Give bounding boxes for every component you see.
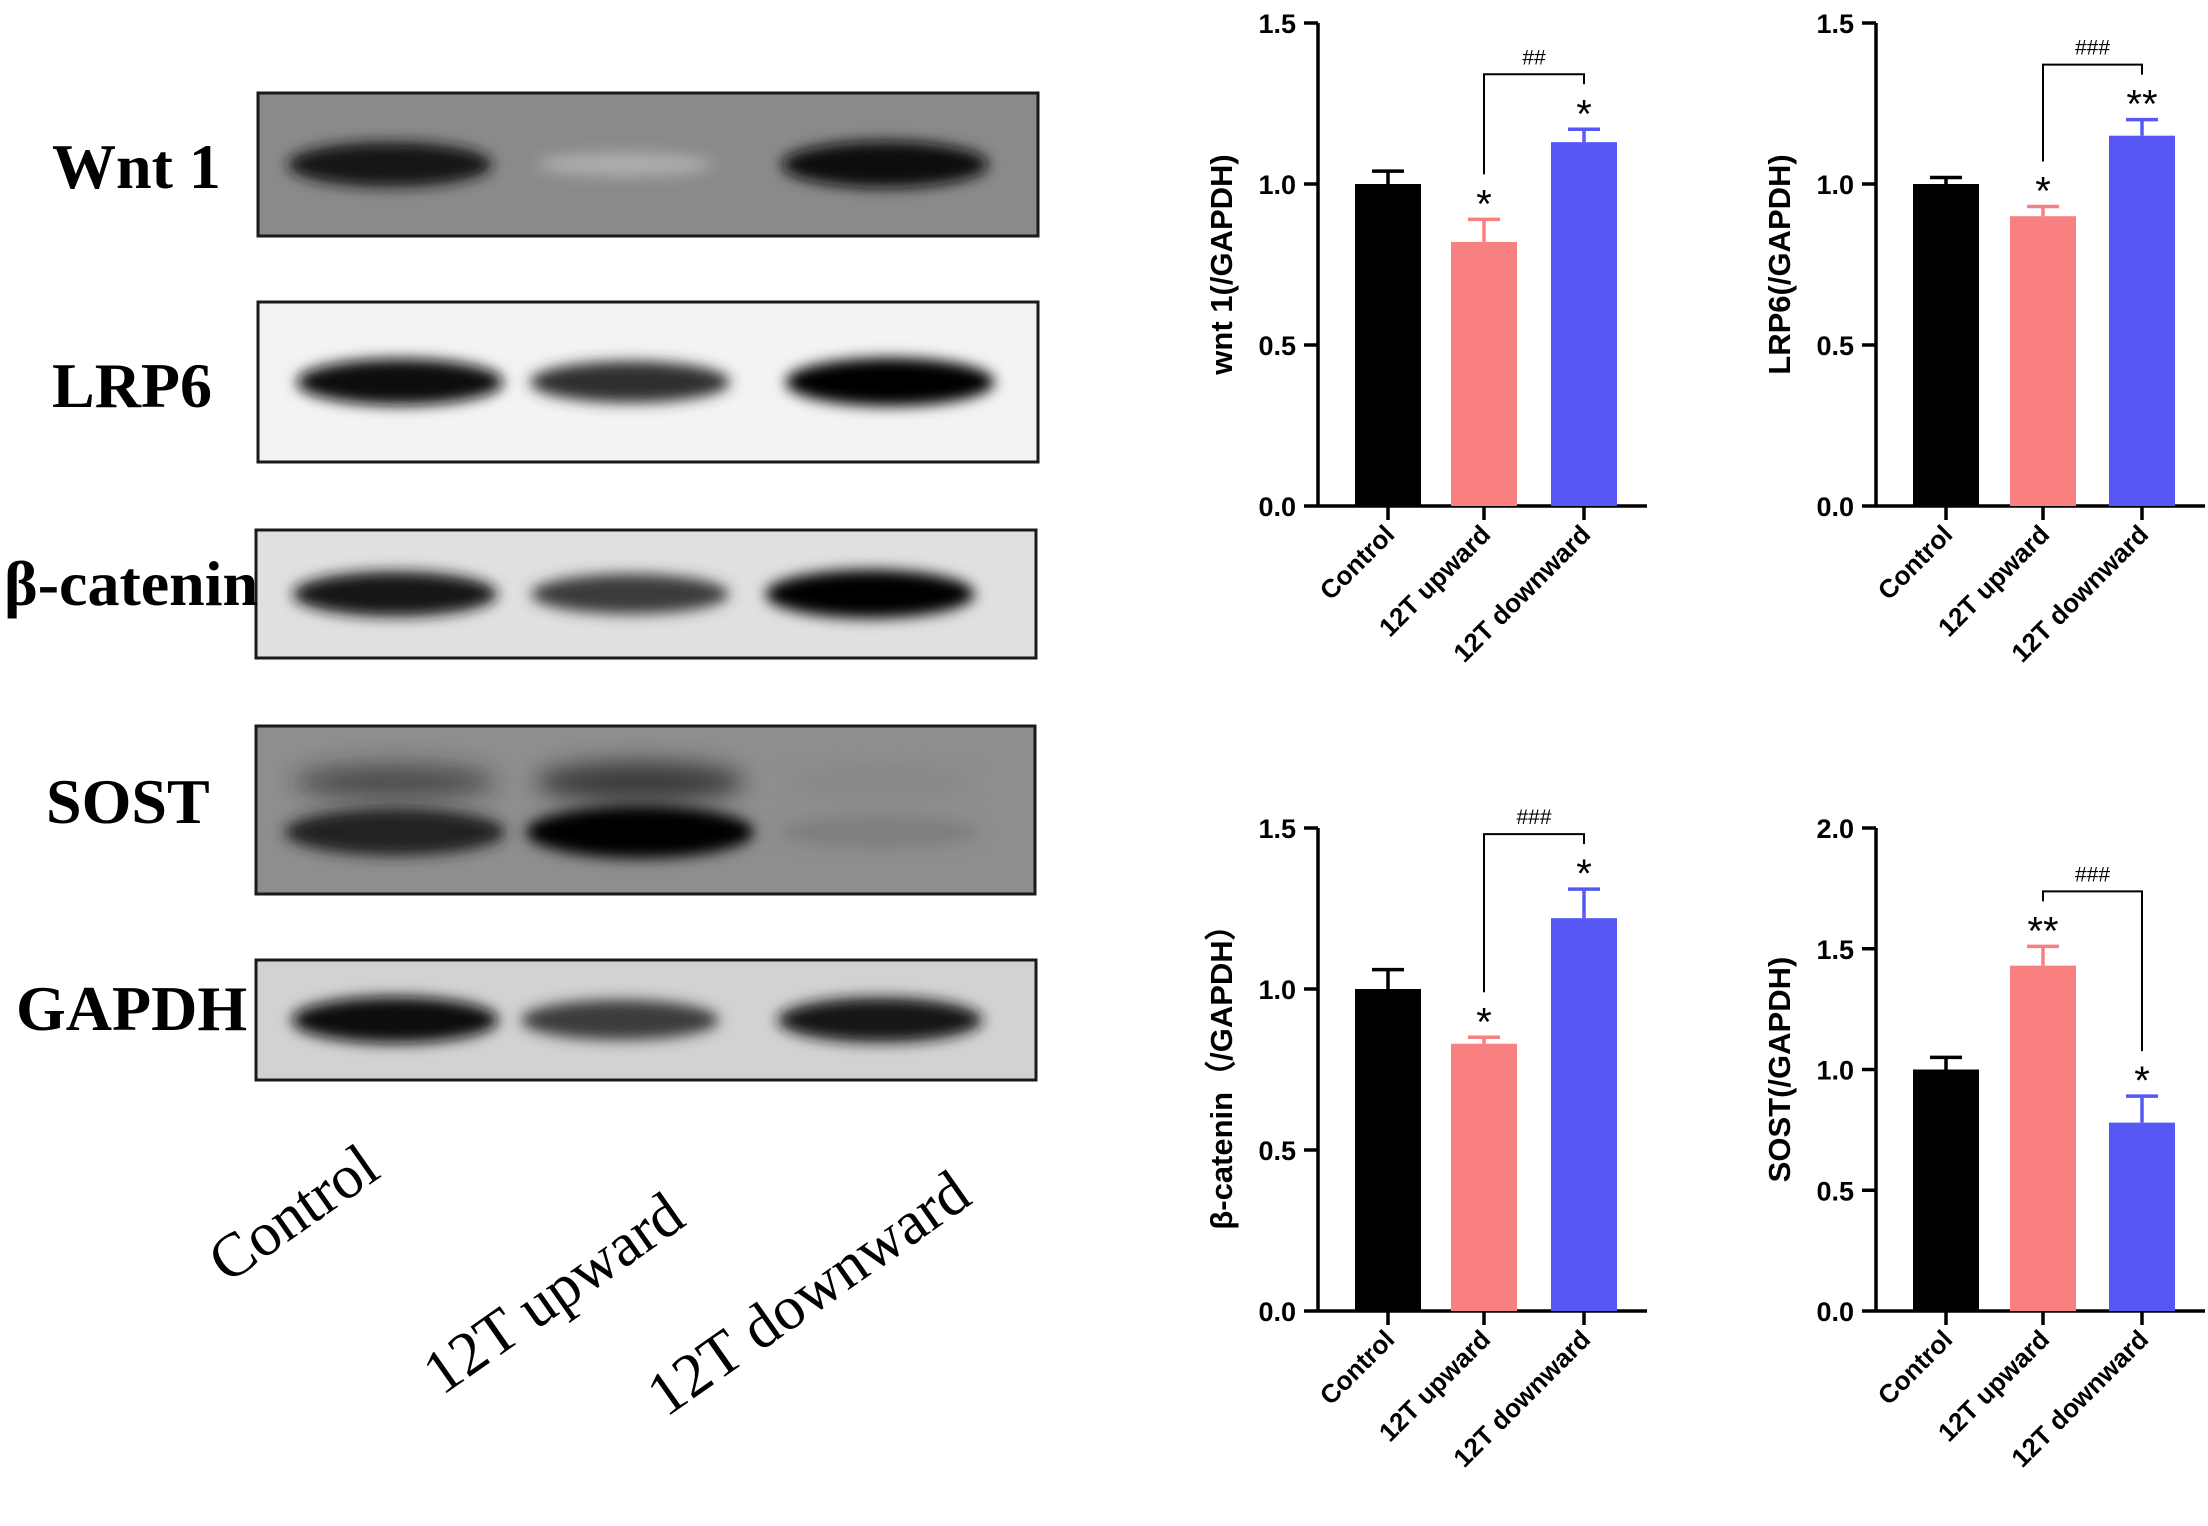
- bar: [1355, 989, 1421, 1311]
- blot-band: [292, 571, 498, 617]
- significance-marker: *: [2035, 170, 2051, 214]
- chart-panel-2: 0.00.51.01.5β-catenin（/GAPDH）Control12T …: [1204, 806, 1647, 1473]
- bar: [2109, 135, 2175, 506]
- y-axis-title: SOST(/GAPDH): [1762, 957, 1797, 1183]
- x-category-label: Control: [1872, 519, 1959, 606]
- y-tick-label: 0.0: [1816, 492, 1854, 522]
- blot-protein-label: LRP6: [52, 350, 212, 421]
- blot-strip-3: [254, 724, 1037, 896]
- comparison-bracket: [1483, 73, 1585, 175]
- blot-protein-label: β-catenin: [4, 548, 258, 619]
- y-tick-label: 1.5: [1258, 9, 1296, 39]
- significance-marker: **: [2126, 83, 2157, 127]
- bracket-label: ##: [1522, 46, 1546, 69]
- blot-band: [293, 764, 497, 800]
- bar: [1355, 184, 1421, 506]
- bar: [1451, 1043, 1517, 1311]
- bracket-label: ###: [2075, 863, 2110, 886]
- significance-marker: *: [1576, 852, 1592, 896]
- blot-band: [521, 999, 719, 1041]
- blot-protein-label: Wnt 1: [52, 131, 221, 202]
- bar: [1913, 184, 1979, 506]
- significance-marker: *: [1576, 92, 1592, 136]
- y-tick-label: 0.0: [1816, 1297, 1854, 1327]
- blot-band: [785, 357, 995, 407]
- y-tick-label: 2.0: [1816, 814, 1854, 844]
- blot-band: [537, 152, 713, 177]
- y-tick-label: 0.5: [1258, 1136, 1296, 1166]
- x-category-label: Control: [1314, 519, 1401, 606]
- y-tick-label: 0.0: [1258, 492, 1296, 522]
- y-axis-title: wnt 1(/GAPDH): [1204, 154, 1239, 375]
- blot-band: [287, 141, 493, 188]
- blot-band: [781, 141, 989, 188]
- comparison-bracket: [2042, 890, 2143, 1052]
- bracket-label: ###: [2075, 37, 2110, 60]
- bar: [2010, 216, 2076, 506]
- blot-strip-0: [256, 91, 1040, 238]
- bar: [2010, 965, 2076, 1311]
- blot-band: [529, 361, 731, 403]
- blot-strip-2: [254, 528, 1038, 660]
- bracket-label: ###: [1516, 806, 1551, 829]
- blot-strip-1: [256, 300, 1040, 464]
- y-tick-label: 1.5: [1816, 9, 1854, 39]
- blot-band: [526, 805, 754, 859]
- bar: [1551, 142, 1617, 506]
- blot-protein-label: SOST: [46, 766, 210, 837]
- y-tick-label: 1.5: [1816, 935, 1854, 965]
- bar: [2109, 1122, 2175, 1311]
- blot-band: [296, 358, 504, 406]
- y-tick-label: 1.0: [1258, 975, 1296, 1005]
- blot-band: [531, 573, 729, 615]
- x-category-label: Control: [1872, 1324, 1959, 1411]
- y-tick-label: 0.0: [1258, 1297, 1296, 1327]
- significance-marker: *: [1476, 182, 1492, 226]
- blot-band: [284, 808, 506, 856]
- significance-marker: *: [2134, 1059, 2150, 1103]
- y-tick-label: 0.5: [1816, 331, 1854, 361]
- y-tick-label: 1.0: [1258, 170, 1296, 200]
- significance-marker: **: [2027, 909, 2058, 953]
- blot-band: [777, 997, 983, 1043]
- y-axis-title: β-catenin（/GAPDH）: [1204, 909, 1239, 1229]
- y-tick-label: 1.0: [1816, 1056, 1854, 1086]
- blot-protein-labels: Wnt 1 LRP6 β-catenin SOST GAPDH: [4, 131, 258, 1044]
- x-category-label: Control: [1314, 1324, 1401, 1411]
- blot-band: [779, 815, 981, 849]
- y-tick-label: 1.0: [1816, 170, 1854, 200]
- comparison-bracket: [1483, 833, 1585, 993]
- y-tick-label: 0.5: [1816, 1176, 1854, 1206]
- blot-band: [535, 762, 745, 802]
- significance-marker: *: [1476, 1000, 1492, 1044]
- blot-band: [291, 996, 499, 1044]
- blot-protein-label: GAPDH: [16, 973, 247, 1044]
- blot-band: [787, 769, 973, 795]
- bar: [1913, 1069, 1979, 1311]
- comparison-bracket: [2042, 63, 2143, 162]
- bar: [1451, 241, 1517, 506]
- y-axis-title: LRP6(/GAPDH): [1762, 154, 1797, 374]
- bar: [1551, 918, 1617, 1311]
- blot-strips: [254, 91, 1040, 1082]
- blot-band: [765, 569, 975, 619]
- y-tick-label: 1.5: [1258, 814, 1296, 844]
- y-tick-label: 0.5: [1258, 331, 1296, 361]
- blot-strip-4: [254, 958, 1038, 1082]
